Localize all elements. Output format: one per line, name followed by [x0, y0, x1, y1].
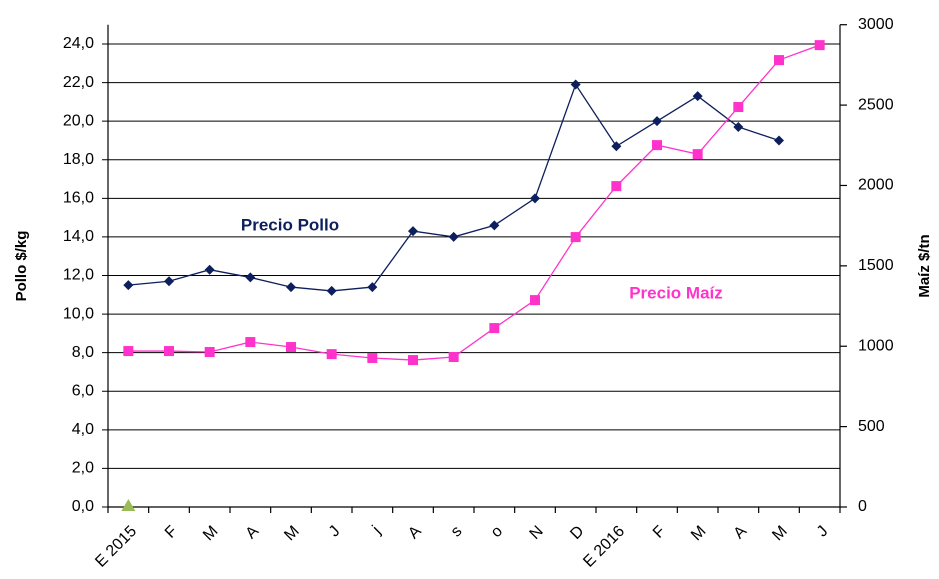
point — [692, 91, 703, 102]
y-tick-label: 0,0 — [72, 498, 94, 515]
x-tick-label: E 2016 — [580, 523, 628, 571]
y-tick-label: 4,0 — [72, 421, 94, 438]
x-tick-label: N — [527, 523, 547, 543]
x-tick-label: j — [369, 523, 384, 538]
point — [733, 102, 744, 113]
x-tick-label: D — [567, 523, 587, 543]
point — [570, 79, 581, 90]
x-tick-label: M — [281, 523, 302, 544]
y-tick-label: 10,0 — [63, 305, 94, 322]
point — [121, 499, 136, 511]
y-tick-label: 12,0 — [63, 267, 94, 284]
y-axis-label: Pollo $/kg — [13, 231, 30, 302]
x-tick-label: M — [688, 523, 709, 544]
x-tick-label: s — [448, 523, 466, 541]
y2-axis-label: Maíz $/tn — [916, 234, 933, 297]
y2-tick-label: 1000 — [858, 337, 894, 354]
x-tick-label: E 2015 — [92, 523, 140, 571]
point — [570, 232, 581, 243]
y-tick-label: 16,0 — [63, 190, 94, 207]
point — [164, 276, 174, 287]
point — [123, 346, 134, 357]
y2-tick-label: 500 — [858, 418, 885, 435]
y-tick-label: 14,0 — [63, 228, 94, 245]
point — [814, 40, 825, 51]
series-line — [128, 83, 780, 292]
y-tick-label: 8,0 — [72, 344, 94, 361]
x-tick-label: J — [814, 523, 832, 541]
point — [367, 282, 378, 293]
x-tick-label: A — [731, 523, 751, 543]
point — [692, 149, 703, 160]
x-tick-label: M — [200, 523, 221, 544]
point — [164, 346, 174, 357]
point — [489, 220, 500, 231]
series-label: Precio Maíz — [629, 283, 723, 302]
point — [489, 323, 500, 334]
y2-tick-label: 1500 — [858, 257, 894, 274]
point — [448, 231, 459, 242]
x-tick-label: A — [243, 523, 263, 543]
point — [286, 342, 296, 353]
y2-tick-label: 2500 — [858, 96, 894, 113]
point — [204, 264, 215, 275]
point — [774, 55, 784, 66]
y-tick-label: 20,0 — [63, 112, 94, 129]
y2-tick-label: 2000 — [858, 177, 894, 194]
point — [245, 272, 256, 283]
point — [652, 116, 662, 127]
x-tick-label: F — [650, 523, 669, 542]
y-tick-label: 22,0 — [63, 74, 94, 91]
point — [733, 121, 744, 132]
x-tick-label: A — [405, 523, 425, 543]
point — [652, 140, 662, 151]
point — [367, 352, 378, 363]
point — [611, 141, 622, 152]
point — [245, 337, 256, 348]
point — [408, 355, 418, 366]
point — [326, 349, 337, 360]
y2-tick-label: 3000 — [858, 16, 894, 33]
point — [774, 135, 784, 146]
y-tick-label: 6,0 — [72, 382, 94, 399]
y2-tick-label: 0 — [858, 498, 867, 515]
series-label: Precio Pollo — [241, 215, 339, 234]
point — [326, 285, 337, 296]
point — [611, 181, 622, 192]
x-tick-label: F — [162, 523, 181, 542]
y-tick-label: 2,0 — [72, 460, 94, 477]
y-tick-label: 24,0 — [63, 35, 94, 52]
point — [123, 280, 134, 291]
point — [530, 193, 540, 204]
x-tick-label: M — [769, 523, 790, 544]
x-tick-label: J — [326, 523, 344, 541]
point — [448, 352, 459, 363]
y-tick-label: 18,0 — [63, 151, 94, 168]
series-line — [128, 44, 820, 361]
x-tick-label: o — [488, 523, 506, 541]
point — [408, 226, 418, 237]
point — [286, 282, 296, 293]
point — [530, 295, 540, 306]
point — [204, 347, 215, 358]
